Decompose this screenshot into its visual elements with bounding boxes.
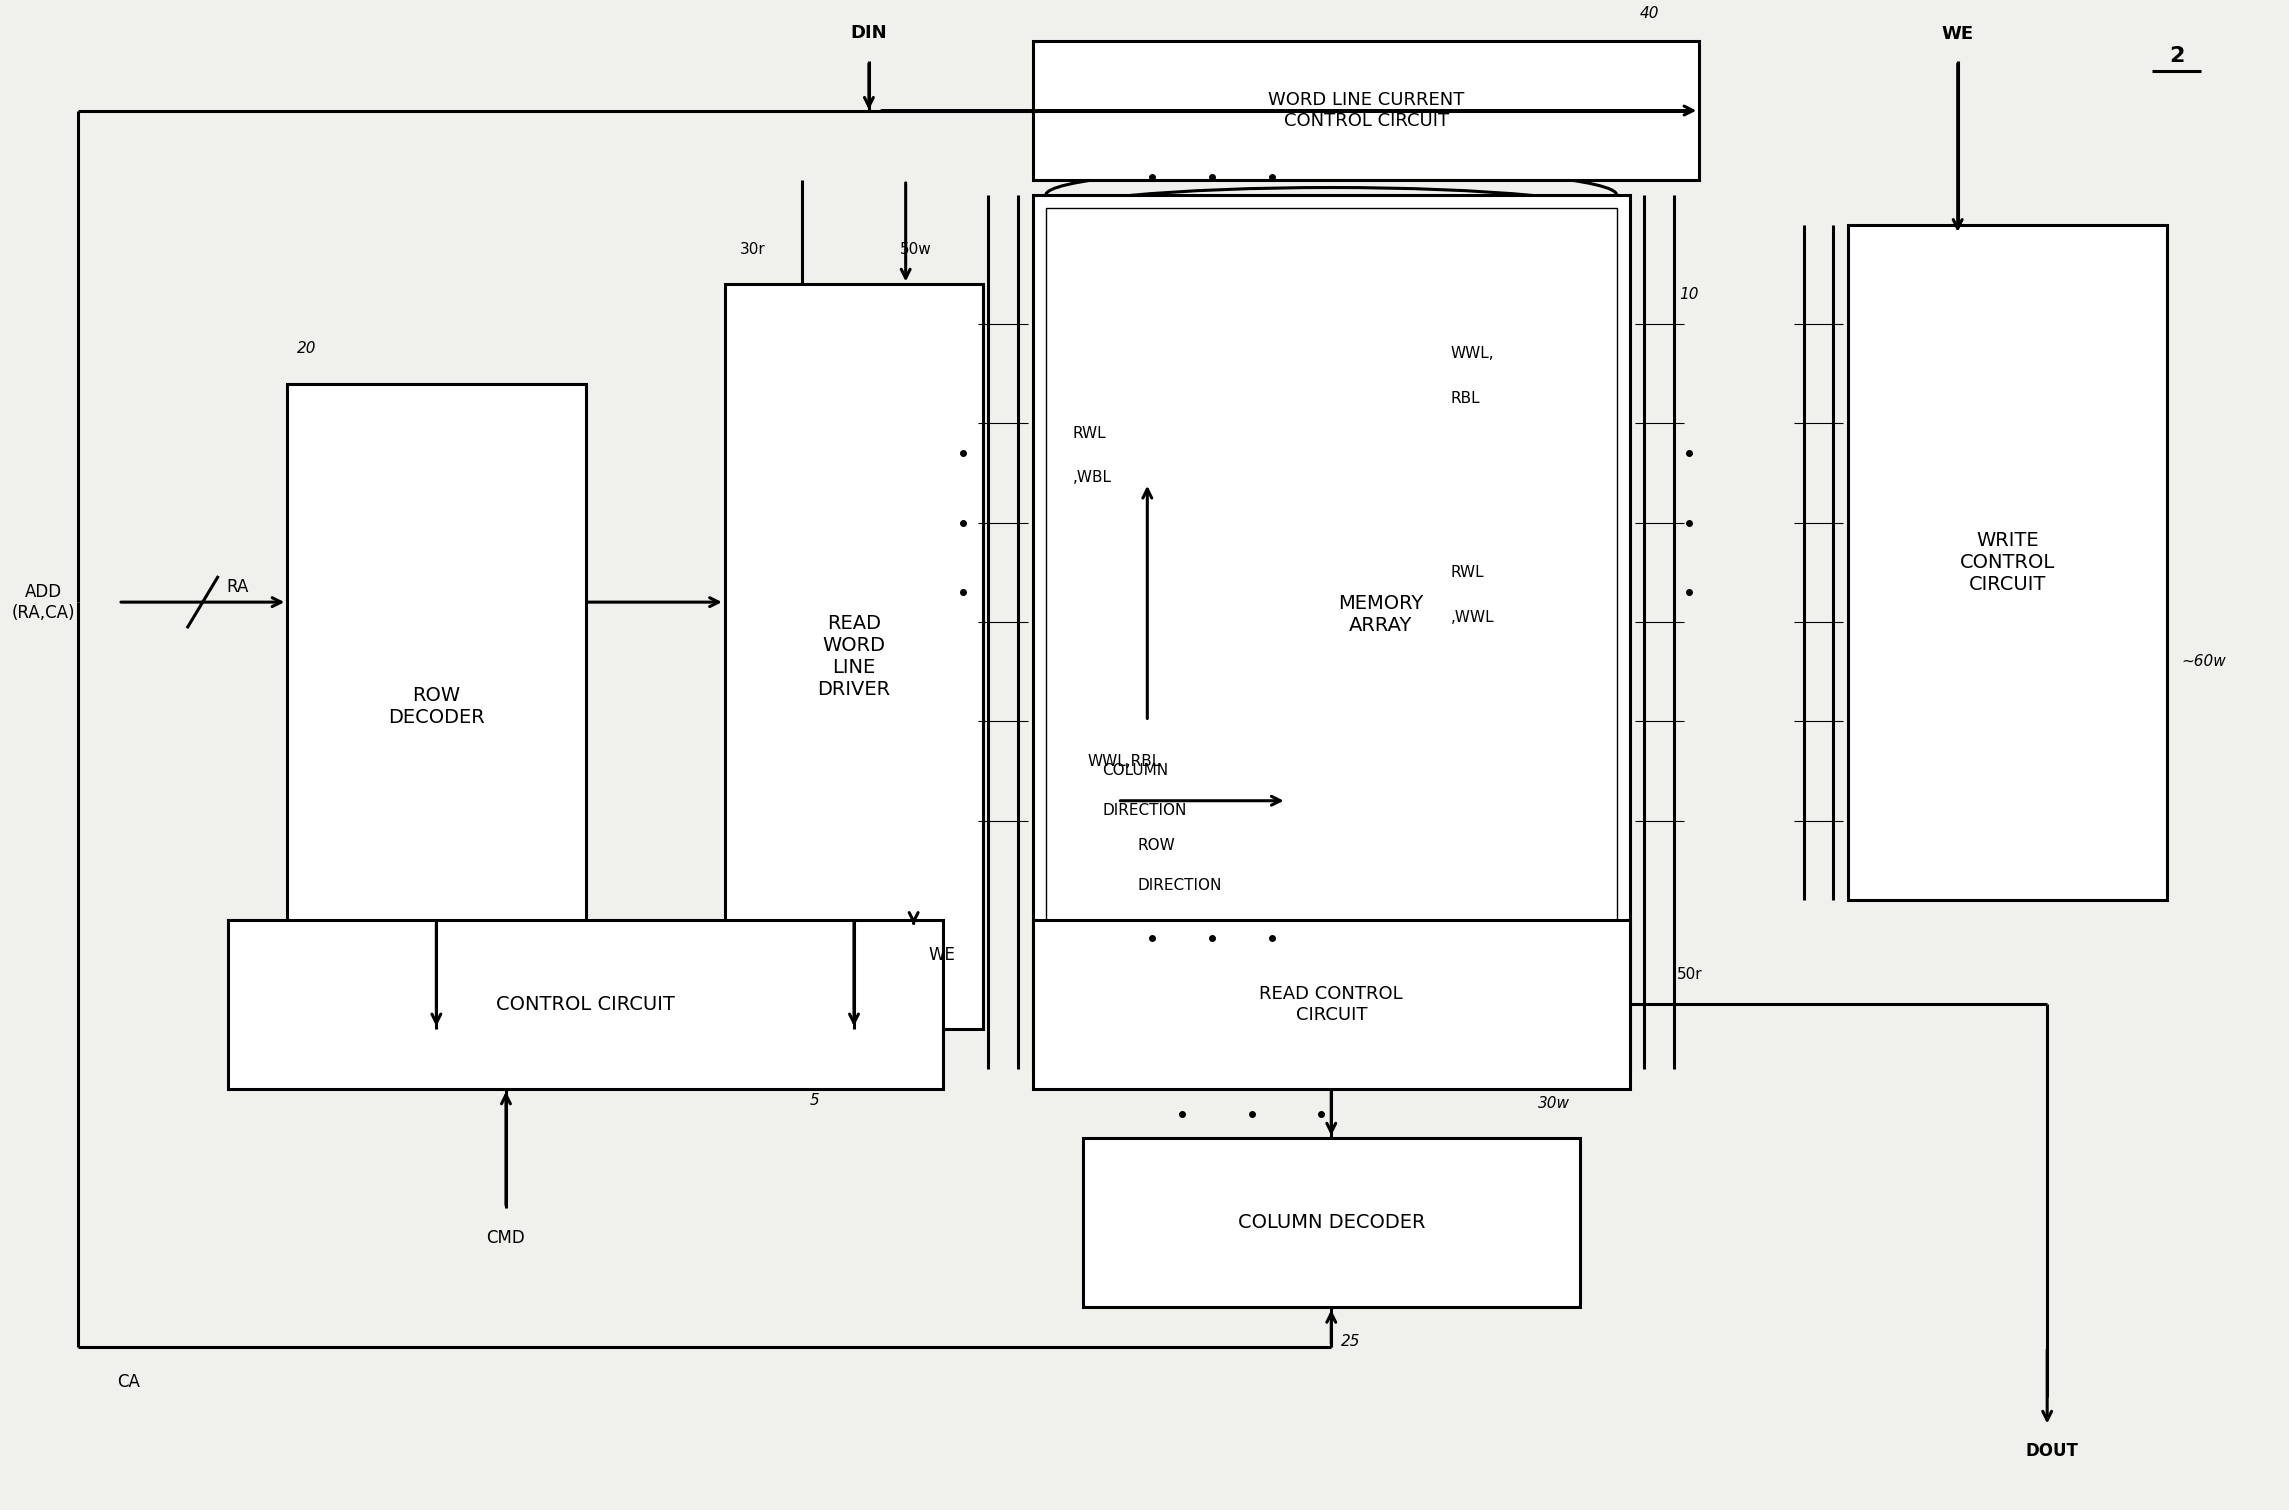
Text: 50r: 50r	[1676, 966, 1703, 982]
Text: ,WWL: ,WWL	[1451, 610, 1495, 625]
Bar	[1046, 208, 1616, 1055]
Text: 40: 40	[1639, 6, 1660, 21]
Text: 10: 10	[1680, 287, 1698, 302]
Bar	[1083, 1139, 1579, 1308]
Text: 20: 20	[298, 341, 316, 356]
Text: MEMORY
ARRAY: MEMORY ARRAY	[1339, 593, 1424, 634]
Text: RWL: RWL	[1451, 565, 1483, 580]
Bar	[1032, 195, 1630, 1069]
Bar	[1032, 41, 1698, 180]
Text: ROW
DECODER: ROW DECODER	[387, 686, 485, 726]
Text: RA: RA	[227, 578, 250, 596]
Bar	[286, 384, 586, 1030]
Text: DIRECTION: DIRECTION	[1103, 803, 1188, 818]
Text: DIN: DIN	[852, 24, 888, 42]
Bar	[1032, 920, 1630, 1089]
Text: WWL,: WWL,	[1451, 346, 1495, 361]
Text: 50w: 50w	[900, 242, 932, 257]
Text: ADD
(RA,CA): ADD (RA,CA)	[11, 583, 76, 622]
Text: 5: 5	[810, 1093, 819, 1108]
Bar	[227, 920, 943, 1089]
Text: COLUMN DECODER: COLUMN DECODER	[1238, 1214, 1426, 1232]
Text: WRITE
CONTROL
CIRCUIT: WRITE CONTROL CIRCUIT	[1959, 532, 2056, 593]
Text: CMD: CMD	[488, 1229, 526, 1247]
Text: READ
WORD
LINE
DRIVER: READ WORD LINE DRIVER	[817, 615, 890, 699]
Text: RWL: RWL	[1074, 426, 1106, 441]
Text: WORD LINE CURRENT
CONTROL CIRCUIT: WORD LINE CURRENT CONTROL CIRCUIT	[1268, 91, 1465, 130]
Text: READ CONTROL
CIRCUIT: READ CONTROL CIRCUIT	[1259, 985, 1403, 1024]
Text: 30w: 30w	[1538, 1096, 1570, 1111]
Text: RBL: RBL	[1451, 391, 1481, 406]
Text: ROW: ROW	[1138, 838, 1174, 853]
Text: COLUMN: COLUMN	[1103, 764, 1170, 779]
Text: DOUT: DOUT	[2026, 1442, 2078, 1460]
Text: WE: WE	[1941, 26, 1973, 44]
Bar	[1847, 225, 2165, 900]
Text: 30r: 30r	[739, 242, 765, 257]
Text: CONTROL CIRCUIT: CONTROL CIRCUIT	[497, 995, 675, 1013]
Text: CA: CA	[117, 1373, 140, 1391]
Text: ,WBL: ,WBL	[1074, 471, 1112, 486]
Text: WWL,RBL: WWL,RBL	[1087, 753, 1161, 769]
Bar	[726, 284, 984, 1030]
Text: ~60w: ~60w	[2181, 654, 2227, 669]
Text: DIRECTION: DIRECTION	[1138, 877, 1222, 892]
Text: WE: WE	[927, 945, 955, 963]
Text: 2: 2	[2168, 45, 2184, 66]
Text: 25: 25	[1341, 1335, 1362, 1350]
